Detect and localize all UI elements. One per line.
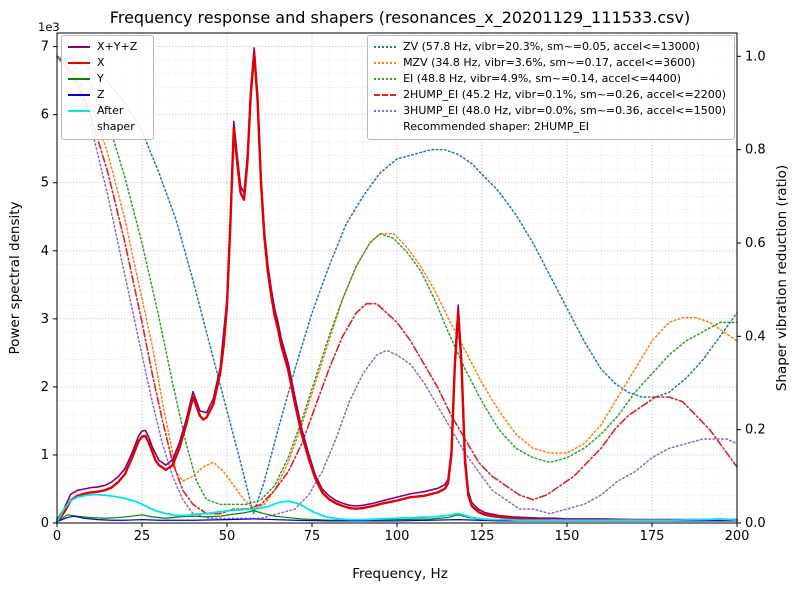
- legend-line-x: [68, 61, 90, 64]
- legend-shapers: ZV (57.8 Hz, vibr=20.3%, sm~=0.05, accel…: [367, 35, 735, 140]
- y-right-tick-label: 0.6: [745, 236, 766, 251]
- legend-psd: X+Y+Z X Y Z After shaper: [61, 35, 154, 140]
- y-left-tick-label: 5: [41, 176, 49, 191]
- legend-line-ei: [374, 77, 397, 80]
- axis-ticks: 0 25 50 75 100 125 150 175 200 0 1 2 3 4 5 6 7 0.0 0.2 0.4 0…: [41, 40, 766, 544]
- axis-offset-text: 1e3: [38, 20, 60, 34]
- legend-line-sum: [68, 46, 90, 48]
- legend-item-mzv: MZV (34.8 Hz, vibr=3.6%, sm~=0.17, accel…: [374, 55, 726, 71]
- legend-line-zv: [374, 46, 397, 48]
- legend-label-2hump-ei: 2HUMP_EI (45.2 Hz, vibr=0.1%, sm~=0.26, …: [403, 87, 726, 101]
- y-right-tick-label: 0.2: [745, 423, 766, 438]
- y-right-tick-label: 1.0: [745, 49, 766, 64]
- y-right-tick-label: 0.0: [745, 516, 766, 531]
- legend-line-2hump-ei: [374, 93, 397, 96]
- legend-item-sum: X+Y+Z: [68, 39, 145, 55]
- legend-label-3hump-ei: 3HUMP_EI (48.0 Hz, vibr=0.0%, sm~=0.36, …: [403, 103, 726, 117]
- legend-label-sum: X+Y+Z: [97, 40, 138, 53]
- x-tick-label: 150: [555, 529, 580, 544]
- x-tick-label: 25: [134, 529, 151, 544]
- y-left-tick-label: 1: [41, 448, 49, 463]
- series-3hump-ei: [56, 55, 738, 520]
- legend-label-mzv: MZV (34.8 Hz, vibr=3.6%, sm~=0.17, accel…: [403, 55, 696, 69]
- legend-label-y: Y: [97, 71, 104, 85]
- legend-item-ei: EI (48.8 Hz, vibr=4.9%, sm~=0.14, accel<…: [374, 71, 726, 87]
- legend-line-after-shaper: [68, 109, 90, 112]
- legend-item-y: Y: [68, 71, 145, 87]
- y-left-tick-label: 4: [41, 244, 49, 259]
- x-tick-label: 75: [304, 529, 321, 544]
- series-ei: [56, 55, 738, 506]
- legend-label-zv: ZV (57.8 Hz, vibr=20.3%, sm~=0.05, accel…: [403, 40, 700, 53]
- legend-item-after-shaper: After shaper: [68, 103, 145, 135]
- legend-line-mzv: [374, 61, 397, 64]
- legend-line-3hump-ei: [374, 109, 397, 112]
- series-zv: [56, 55, 738, 515]
- series-psd-z: [56, 515, 738, 523]
- y-right-tick-label: 0.4: [745, 329, 766, 344]
- legend-item-z: Z: [68, 87, 145, 103]
- x-tick-label: 100: [385, 529, 410, 544]
- x-tick-label: 50: [219, 529, 236, 544]
- y-left-tick-label: 2: [41, 380, 49, 395]
- y-left-tick-label: 3: [41, 312, 49, 327]
- legend-item-3hump-ei: 3HUMP_EI (48.0 Hz, vibr=0.0%, sm~=0.36, …: [374, 103, 726, 119]
- x-tick-label: 125: [470, 529, 495, 544]
- legend-label-x: X: [97, 55, 105, 69]
- legend-label-ei: EI (48.8 Hz, vibr=4.9%, sm~=0.14, accel<…: [403, 71, 682, 85]
- series-psd-x: [55, 52, 739, 523]
- x-axis-label: Frequency, Hz: [352, 566, 448, 582]
- chart-title: Frequency response and shapers (resonanc…: [109, 8, 691, 27]
- recommended-shaper-note: Recommended shaper: 2HUMP_EI: [403, 119, 590, 133]
- series-2hump-ei: [56, 55, 738, 515]
- legend-line-z: [68, 93, 90, 96]
- legend-item-x: X: [68, 55, 145, 71]
- y-left-tick-label: 7: [41, 40, 49, 55]
- legend-item-zv: ZV (57.8 Hz, vibr=20.3%, sm~=0.05, accel…: [374, 39, 726, 55]
- legend-item-2hump-ei: 2HUMP_EI (45.2 Hz, vibr=0.1%, sm~=0.26, …: [374, 87, 726, 103]
- series-psd-after-shaper: [56, 493, 738, 523]
- legend-label-after-shaper: After shaper: [97, 103, 135, 133]
- x-tick-label: 200: [725, 529, 750, 544]
- legend-label-z: Z: [97, 87, 105, 101]
- y-right-tick-label: 0.8: [745, 143, 766, 158]
- y-left-tick-label: 0: [41, 516, 49, 531]
- legend-line-y: [68, 77, 90, 80]
- x-tick-label: 175: [640, 529, 665, 544]
- psd-curves: [55, 47, 739, 523]
- y-left-tick-label: 6: [41, 108, 49, 123]
- x-tick-label: 0: [53, 529, 61, 544]
